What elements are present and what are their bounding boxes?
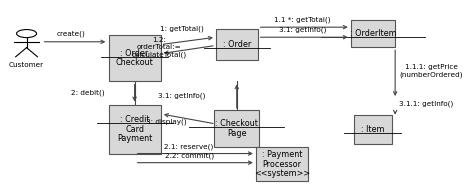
- Text: : Order: : Order: [120, 49, 149, 58]
- Text: : Order: : Order: [223, 40, 251, 49]
- Text: : Payment: : Payment: [262, 150, 302, 159]
- Text: create(): create(): [57, 31, 85, 37]
- Text: 2.2: commit(): 2.2: commit(): [164, 153, 214, 159]
- FancyBboxPatch shape: [354, 115, 392, 144]
- Text: 3.1: getInfo(): 3.1: getInfo(): [279, 27, 326, 33]
- Text: Processor: Processor: [263, 160, 301, 169]
- Text: Customer: Customer: [9, 61, 44, 68]
- FancyBboxPatch shape: [351, 20, 395, 47]
- Text: 2: debit(): 2: debit(): [71, 90, 104, 96]
- FancyBboxPatch shape: [109, 105, 161, 154]
- Text: : Credit: : Credit: [120, 115, 149, 124]
- Text: : OrderItem: : OrderItem: [350, 29, 396, 38]
- Text: 1: getTotal(): 1: getTotal(): [160, 25, 204, 32]
- Text: 3.1: getInfo(): 3.1: getInfo(): [157, 93, 205, 99]
- Text: : Checkout: : Checkout: [215, 119, 258, 128]
- FancyBboxPatch shape: [216, 29, 257, 61]
- Text: 1.1.1: getPrice
(numberOrdered): 1.1.1: getPrice (numberOrdered): [399, 64, 463, 78]
- Text: 1.2:
orderTotal:=
calculateTotal(): 1.2: orderTotal:= calculateTotal(): [132, 37, 187, 58]
- Text: 1.1 *: getTotal(): 1.1 *: getTotal(): [274, 17, 331, 23]
- Text: <<system>>: <<system>>: [254, 169, 310, 178]
- Text: Card: Card: [125, 125, 144, 134]
- Text: Page: Page: [227, 129, 246, 138]
- FancyBboxPatch shape: [256, 147, 308, 181]
- Text: : Item: : Item: [361, 125, 385, 134]
- Text: 3.1.1: getInfo(): 3.1.1: getInfo(): [399, 101, 454, 107]
- Text: 3: display(): 3: display(): [146, 118, 187, 125]
- Text: 2.1: reserve(): 2.1: reserve(): [164, 143, 214, 150]
- FancyBboxPatch shape: [215, 110, 259, 147]
- FancyBboxPatch shape: [109, 35, 161, 82]
- Text: Checkout: Checkout: [116, 59, 154, 68]
- Text: Payment: Payment: [117, 135, 152, 144]
